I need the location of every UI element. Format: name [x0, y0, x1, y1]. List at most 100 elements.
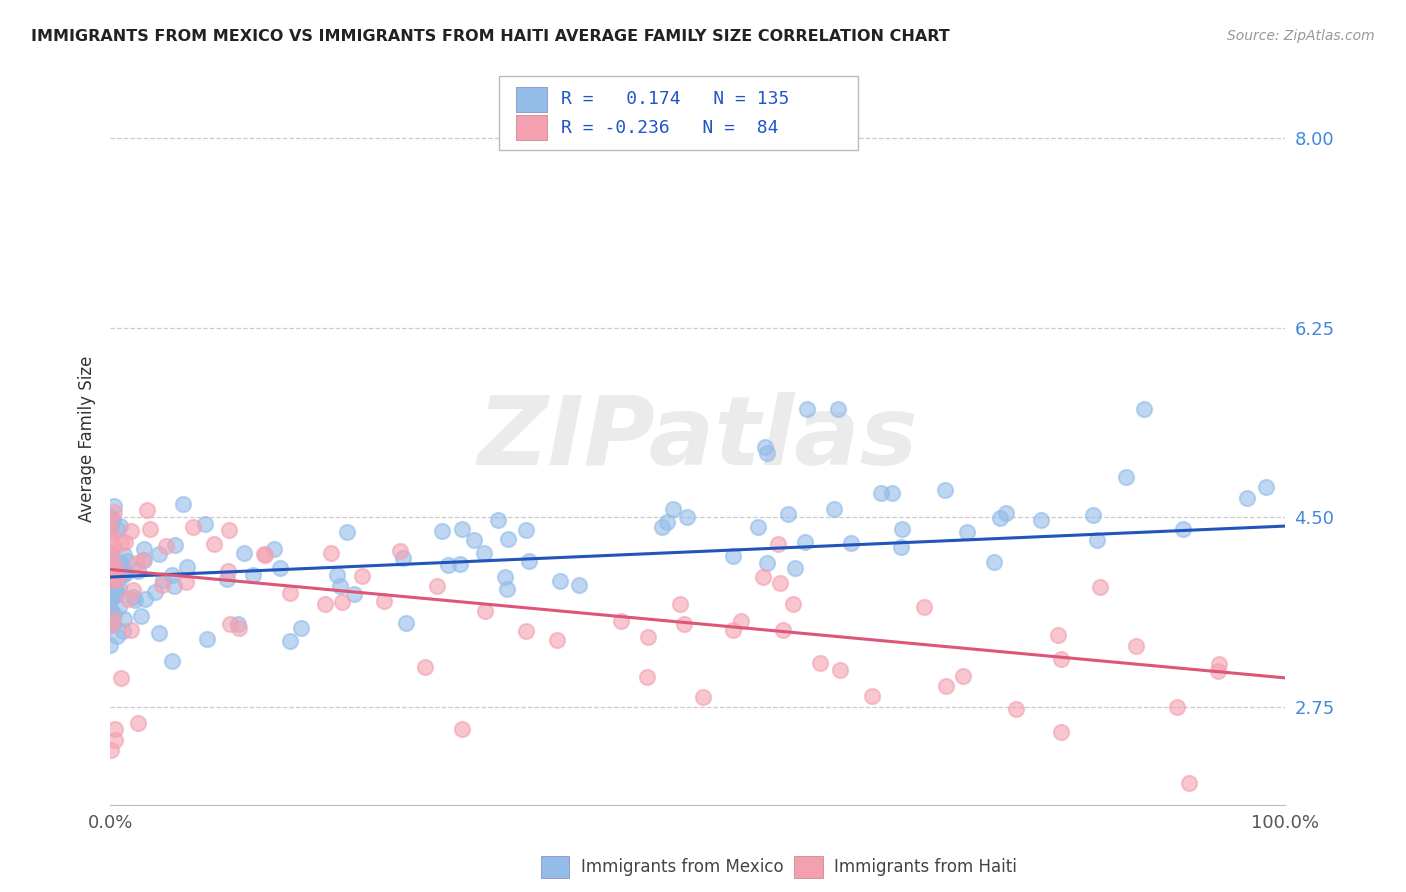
Point: [100, 572, 122, 586]
Point: [550, 574, 572, 588]
Point: [1173, 522, 1195, 536]
Point: [152, 578, 174, 592]
Point: [98, 577, 121, 591]
Point: [98, 615, 121, 629]
Point: [242, 568, 264, 582]
Point: [110, 671, 132, 685]
Point: [326, 568, 349, 582]
Point: [430, 524, 453, 539]
Point: [104, 588, 127, 602]
Point: [160, 654, 183, 668]
Point: [1208, 657, 1230, 671]
Point: [1166, 699, 1188, 714]
Point: [808, 657, 831, 671]
Point: [100, 743, 122, 757]
Point: [218, 523, 240, 537]
Point: [517, 554, 540, 568]
Point: [103, 580, 125, 594]
Point: [1047, 628, 1070, 642]
Point: [108, 581, 131, 595]
Point: [104, 576, 127, 591]
Point: [110, 536, 132, 550]
Point: [101, 559, 124, 574]
Point: [669, 597, 692, 611]
Point: [127, 556, 149, 570]
Point: [127, 564, 149, 578]
Point: [1256, 480, 1278, 494]
Point: [352, 569, 374, 583]
Point: [756, 446, 779, 460]
Point: [1083, 508, 1105, 522]
Point: [115, 554, 138, 568]
Point: [782, 597, 804, 611]
Point: [869, 486, 891, 500]
Point: [1085, 533, 1108, 548]
Point: [104, 722, 127, 736]
Point: [226, 617, 249, 632]
Point: [1133, 402, 1156, 417]
Point: [98, 556, 121, 570]
Point: [98, 572, 121, 586]
Point: [935, 679, 957, 693]
Point: [98, 593, 121, 607]
Point: [263, 541, 285, 556]
Point: [138, 522, 160, 536]
Point: [112, 566, 135, 580]
Point: [217, 572, 239, 586]
Point: [160, 567, 183, 582]
Point: [496, 582, 519, 596]
Point: [319, 546, 342, 560]
Point: [98, 608, 121, 623]
Point: [676, 510, 699, 524]
Point: [98, 524, 121, 539]
Point: [101, 616, 124, 631]
Point: [880, 486, 903, 500]
Point: [176, 574, 198, 589]
Point: [1178, 776, 1201, 790]
Point: [1050, 652, 1073, 666]
Point: [637, 630, 659, 644]
Point: [98, 602, 121, 616]
Point: [134, 541, 156, 556]
Point: [463, 533, 485, 547]
Point: [98, 569, 121, 583]
Point: [104, 558, 127, 572]
Point: [148, 625, 170, 640]
Text: IMMIGRANTS FROM MEXICO VS IMMIGRANTS FROM HAITI AVERAGE FAMILY SIZE CORRELATION : IMMIGRANTS FROM MEXICO VS IMMIGRANTS FRO…: [31, 29, 949, 44]
Point: [891, 522, 914, 536]
Point: [103, 560, 125, 574]
Point: [103, 571, 125, 585]
Point: [754, 440, 776, 454]
Point: [568, 577, 591, 591]
Text: R = -0.236   N =  84: R = -0.236 N = 84: [561, 119, 779, 136]
Point: [783, 560, 806, 574]
Point: [103, 607, 125, 621]
Point: [994, 506, 1017, 520]
Point: [120, 524, 142, 539]
Text: R =   0.174   N = 135: R = 0.174 N = 135: [561, 90, 789, 108]
Point: [794, 535, 817, 549]
Point: [100, 519, 122, 533]
Point: [98, 583, 121, 598]
Point: [278, 634, 301, 648]
Point: [100, 547, 122, 561]
Point: [1088, 580, 1111, 594]
Point: [103, 512, 125, 526]
Point: [314, 597, 336, 611]
Point: [194, 517, 217, 532]
Point: [98, 638, 121, 652]
Point: [131, 609, 153, 624]
Point: [413, 660, 436, 674]
Point: [796, 402, 818, 417]
Point: [890, 540, 912, 554]
Point: [112, 548, 135, 562]
Point: [148, 547, 170, 561]
Point: [1005, 701, 1028, 715]
Point: [747, 520, 769, 534]
Point: [120, 623, 142, 637]
Point: [766, 537, 789, 551]
Point: [103, 539, 125, 553]
Point: [860, 689, 883, 703]
Point: [114, 566, 136, 580]
Point: [827, 402, 849, 417]
